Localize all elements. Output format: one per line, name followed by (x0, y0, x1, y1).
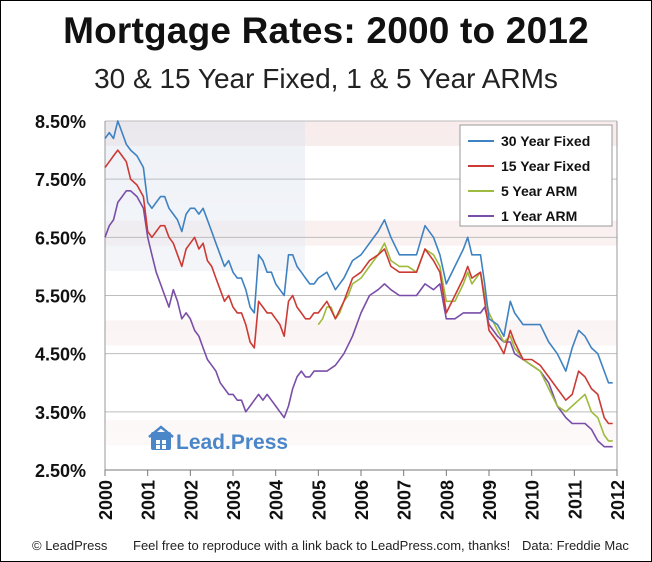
x-tick-label: 2005 (309, 480, 329, 520)
y-tick-label: 6.50% (35, 228, 86, 248)
series-layer (104, 120, 613, 448)
y-tick-label: 5.50% (35, 287, 86, 307)
footer-source: Data: Freddie Mac (522, 538, 629, 553)
legend-entry: 1 Year ARM (501, 208, 577, 224)
y-tick-label: 3.50% (35, 403, 86, 423)
chart-subtitle: 30 & 15 Year Fixed, 1 & 5 Year ARMs (94, 63, 558, 94)
x-tick-label: 2007 (395, 480, 415, 520)
chart-legend: 30 Year Fixed 15 Year Fixed 5 Year ARM 1 Ye… (459, 124, 613, 227)
legend-entry: 15 Year Fixed (501, 158, 590, 174)
watermark-text: Lead.Press (176, 431, 288, 454)
x-tick-label: 2001 (139, 480, 159, 520)
y-tick-label: 7.50% (35, 170, 86, 190)
y-tick-label: 4.50% (35, 345, 86, 365)
leadpress-watermark: Lead.Press (148, 425, 288, 454)
series-line (317, 242, 613, 442)
x-tick-label: 2012 (608, 480, 628, 520)
x-tick-label: 2011 (565, 480, 585, 519)
legend-entry: 30 Year Fixed (501, 133, 590, 149)
x-tick-label: 2009 (480, 480, 500, 520)
x-tick-label: 2008 (437, 480, 457, 520)
footer-note: Feel free to reproduce with a link back … (133, 538, 511, 553)
x-tick-label: 2006 (352, 480, 372, 520)
x-tick-label: 2000 (96, 480, 116, 520)
x-axis: 2000 2001 2002 2003 2004 2005 2006 2007 2008 2009… (96, 470, 628, 520)
legend-entry: 5 Year ARM (501, 183, 577, 199)
x-tick-label: 2004 (267, 480, 287, 520)
series-line (104, 190, 613, 448)
y-tick-label: 8.50% (35, 112, 86, 132)
house-icon (148, 425, 174, 450)
x-tick-label: 2010 (523, 480, 543, 520)
x-tick-label: 2003 (224, 480, 244, 520)
y-tick-label: 2.50% (35, 461, 86, 481)
footer-copyright: © LeadPress (32, 538, 108, 553)
series-line (104, 149, 613, 425)
y-axis: 8.50% 7.50% 6.50% 5.50% 4.50% 3.50% 2.50% (35, 112, 86, 481)
chart-title: Mortgage Rates: 2000 to 2012 (63, 10, 589, 51)
series-line (104, 120, 613, 384)
x-tick-label: 2002 (181, 480, 201, 520)
